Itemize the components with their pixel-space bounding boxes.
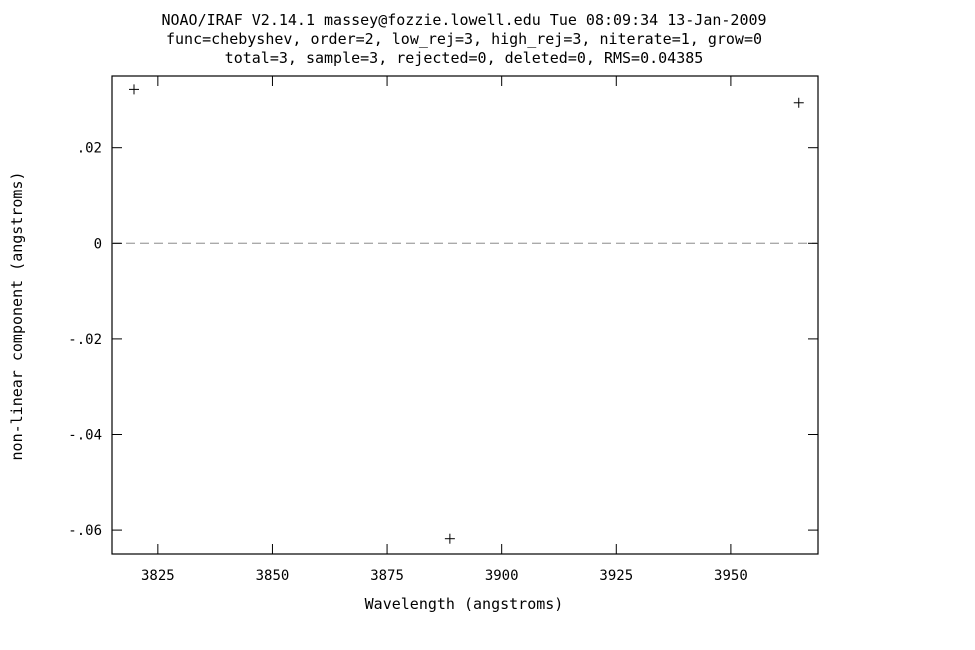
x-tick-label: 3850 [256, 568, 290, 584]
data-points [129, 84, 804, 544]
y-tick-label: .02 [77, 141, 102, 157]
data-point [793, 97, 804, 108]
x-tick-label: 3925 [599, 568, 633, 584]
x-axis-label: Wavelength (angstroms) [365, 595, 564, 613]
x-tick-label: 3950 [714, 568, 748, 584]
header-line-1: NOAO/IRAF V2.14.1 massey@fozzie.lowell.e… [161, 11, 766, 29]
data-point [444, 533, 455, 544]
x-tick-label: 3900 [485, 568, 519, 584]
x-axis-ticks: 3825 3850 3875 3900 3925 3950 [141, 76, 748, 584]
y-tick-label: -.02 [68, 332, 102, 348]
plot-frame [111, 75, 819, 555]
x-tick-label: 3875 [370, 568, 404, 584]
y-axis-ticks: .02 0 -.02 -.04 -.06 [68, 141, 818, 539]
y-tick-label: 0 [94, 236, 102, 252]
y-tick-label: -.06 [68, 523, 102, 539]
y-tick-label: -.04 [68, 428, 102, 444]
y-axis-label: non-linear component (angstroms) [8, 172, 26, 461]
x-tick-label: 3825 [141, 568, 175, 584]
header-line-3: total=3, sample=3, rejected=0, deleted=0… [225, 49, 704, 67]
data-point [129, 84, 140, 95]
header-line-2: func=chebyshev, order=2, low_rej=3, high… [166, 30, 762, 48]
